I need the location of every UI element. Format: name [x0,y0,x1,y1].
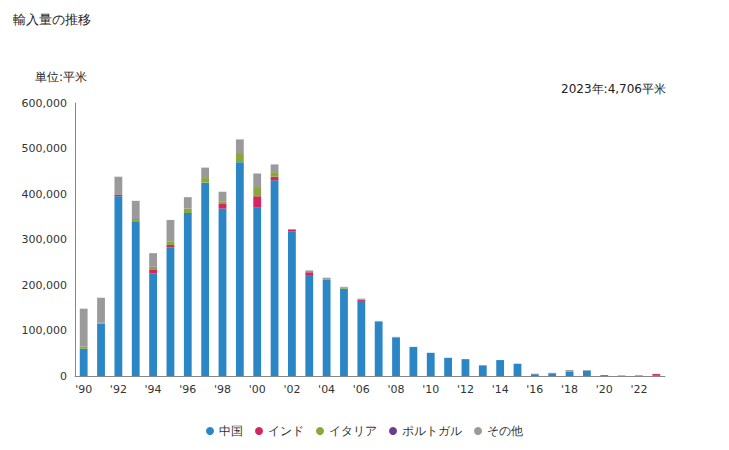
svg-text:'12: '12 [457,383,474,396]
svg-text:'14: '14 [492,383,509,396]
svg-text:ポルトガル: ポルトガル [402,424,462,438]
svg-text:インド: インド [268,424,304,438]
svg-text:'20: '20 [596,383,613,396]
svg-text:600,000: 600,000 [22,97,68,110]
svg-text:100,000: 100,000 [22,324,68,337]
svg-text:'00: '00 [249,383,266,396]
svg-text:'94: '94 [145,383,162,396]
svg-text:'98: '98 [214,383,231,396]
svg-text:'10: '10 [422,383,439,396]
svg-text:'06: '06 [353,383,370,396]
svg-text:イタリア: イタリア [329,424,377,438]
svg-text:その他: その他 [487,424,523,438]
svg-text:'16: '16 [526,383,543,396]
svg-text:300,000: 300,000 [22,233,68,246]
svg-text:'96: '96 [179,383,196,396]
svg-text:'18: '18 [561,383,578,396]
svg-text:'22: '22 [630,383,647,396]
svg-text:'08: '08 [388,383,405,396]
svg-text:400,000: 400,000 [22,188,68,201]
svg-text:'90: '90 [75,383,92,396]
svg-text:500,000: 500,000 [22,142,68,155]
svg-text:'02: '02 [283,383,300,396]
svg-text:輸入量の推移: 輸入量の推移 [13,12,91,27]
svg-text:'92: '92 [110,383,127,396]
svg-text:0: 0 [60,370,67,383]
svg-text:'04: '04 [318,383,335,396]
svg-text:200,000: 200,000 [22,279,68,292]
svg-text:中国: 中国 [219,424,243,438]
svg-text:2023年:4,706平米: 2023年:4,706平米 [561,82,666,96]
svg-text:単位:平米: 単位:平米 [35,70,87,84]
